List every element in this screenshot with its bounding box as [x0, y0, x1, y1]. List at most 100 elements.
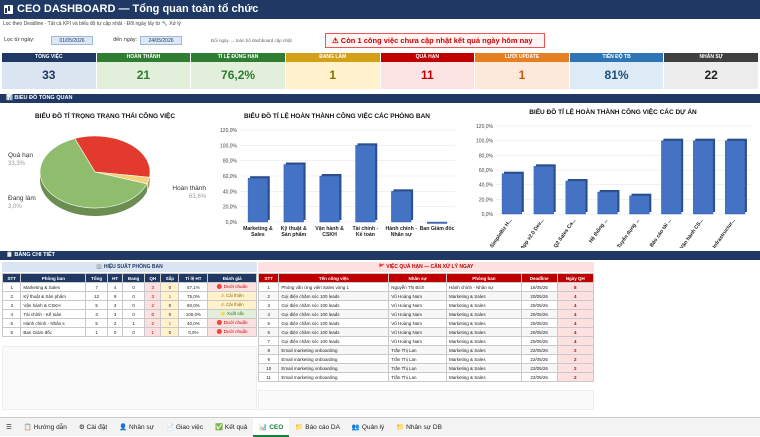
dept-table-cell[interactable]: 3	[145, 292, 161, 301]
dept-table-cell[interactable]: 5	[86, 319, 108, 328]
dept-table-cell[interactable]: 60,0%	[179, 301, 208, 310]
overdue-table-cell[interactable]: Gọi điện chăm sóc 100 leads	[279, 337, 389, 346]
dept-table-cell[interactable]: 40,0%	[179, 319, 208, 328]
dept-table-cell[interactable]: 7	[86, 283, 108, 292]
dept-table-cell[interactable]: 🔴 Dưới chuẩn	[208, 283, 257, 292]
sheet-tab[interactable]: 📄 Giao việc	[160, 418, 209, 437]
dept-table-cell[interactable]: 100,0%	[179, 310, 208, 319]
overdue-table-cell[interactable]: Vũ Hoàng Nam	[389, 310, 447, 319]
overdue-table-cell[interactable]: 20/05/26	[521, 319, 557, 328]
dept-table-cell[interactable]: 1	[3, 283, 21, 292]
dept-table-cell[interactable]: 57,1%	[179, 283, 208, 292]
dept-table-cell[interactable]: 0	[108, 328, 123, 337]
sheet-tab[interactable]: ✅ Kết quả	[209, 418, 253, 437]
dept-table-cell[interactable]: 5	[3, 319, 21, 328]
dept-table-cell[interactable]: 1	[123, 319, 145, 328]
overdue-table-cell[interactable]: 4	[557, 328, 593, 337]
dept-table-cell[interactable]: 3	[108, 310, 123, 319]
overdue-table-cell[interactable]: 4	[557, 310, 593, 319]
overdue-table-cell[interactable]: Vũ Hoàng Nam	[389, 319, 447, 328]
dept-table-cell[interactable]: 2	[145, 319, 161, 328]
sheet-tab[interactable]: 📋 Hướng dẫn	[18, 418, 73, 437]
dept-table-cell[interactable]: 2	[108, 319, 123, 328]
dept-table-cell[interactable]: 6	[3, 328, 21, 337]
overdue-table-cell[interactable]: Marketing & Sales	[447, 355, 522, 364]
overdue-table-cell[interactable]: Trần Thị Lan	[389, 364, 447, 373]
dept-table-cell[interactable]: Tài chính - Kế toán	[21, 310, 86, 319]
overdue-table-cell[interactable]: Marketing & Sales	[447, 346, 522, 355]
overdue-table-cell[interactable]: 3	[259, 301, 279, 310]
overdue-table-cell[interactable]: Vũ Hoàng Nam	[389, 337, 447, 346]
dept-table-cell[interactable]: 0	[123, 328, 145, 337]
overdue-table-cell[interactable]: Gọi điện chăm sóc 100 leads	[279, 301, 389, 310]
overdue-table-cell[interactable]: Trần Thị Lan	[389, 373, 447, 382]
overdue-table-cell[interactable]: 22/05/26	[521, 373, 557, 382]
overdue-table-cell[interactable]: Marketing & Sales	[447, 337, 522, 346]
dept-table-cell[interactable]: 0	[161, 283, 179, 292]
overdue-table-cell[interactable]: 22/05/26	[521, 346, 557, 355]
overdue-table-cell[interactable]: 2	[557, 346, 593, 355]
dept-table-cell[interactable]: 3	[145, 283, 161, 292]
overdue-table-cell[interactable]: 4	[557, 337, 593, 346]
dept-table-cell[interactable]: 2	[3, 292, 21, 301]
overdue-table-cell[interactable]: 5	[259, 319, 279, 328]
dept-table-cell[interactable]: ⚠ Cải thiện	[208, 292, 257, 301]
overdue-table-cell[interactable]: Gọi điện chăm sóc 100 leads	[279, 319, 389, 328]
dept-table-cell[interactable]: 3	[108, 301, 123, 310]
dept-table-cell[interactable]: 75,0%	[179, 292, 208, 301]
dept-table-cell[interactable]: ⚠ Cải thiện	[208, 301, 257, 310]
dept-table-cell[interactable]: 0	[161, 328, 179, 337]
overdue-table-cell[interactable]: Gọi điện chăm sóc 100 leads	[279, 328, 389, 337]
dept-table-cell[interactable]: 0	[123, 310, 145, 319]
dept-table-cell[interactable]: ⭐ Xuất sắc	[208, 310, 257, 319]
to-date-input[interactable]: 24/05/2026	[140, 36, 182, 45]
dept-table-cell[interactable]: 1	[86, 328, 108, 337]
overdue-table-cell[interactable]: 1	[259, 283, 279, 292]
overdue-table-cell[interactable]: 20/05/26	[521, 328, 557, 337]
overdue-table-cell[interactable]: Trần Thị Lan	[389, 355, 447, 364]
overdue-table-cell[interactable]: 20/05/26	[521, 310, 557, 319]
dept-table-cell[interactable]: 0	[161, 301, 179, 310]
dept-table-cell[interactable]: 3	[86, 310, 108, 319]
overdue-table-cell[interactable]: Email marketing onboarding	[279, 364, 389, 373]
dept-table-cell[interactable]: 0	[123, 283, 145, 292]
overdue-table-cell[interactable]: Nguyễn Thị Bích	[389, 283, 447, 292]
dept-table-cell[interactable]: Kỹ thuật & Sản phẩm	[21, 292, 86, 301]
dept-table-cell[interactable]: 1	[145, 328, 161, 337]
overdue-table-cell[interactable]: Marketing & Sales	[447, 310, 522, 319]
dept-table-cell[interactable]: 4	[3, 310, 21, 319]
overdue-table-cell[interactable]: 4	[557, 319, 593, 328]
overdue-table-cell[interactable]: Trần Thị Lan	[389, 346, 447, 355]
from-date-input[interactable]: 01/05/2026	[51, 36, 93, 45]
dept-table-cell[interactable]: Hành chính - Nhân s	[21, 319, 86, 328]
overdue-table-cell[interactable]: 16/05/26	[521, 283, 557, 292]
dept-table-cell[interactable]: 1	[161, 319, 179, 328]
overdue-table-cell[interactable]: 20/05/26	[521, 292, 557, 301]
sheet-tab[interactable]: 👤 Nhân sự	[113, 418, 160, 437]
overdue-table-cell[interactable]: Marketing & Sales	[447, 319, 522, 328]
overdue-table-cell[interactable]: 2	[259, 292, 279, 301]
overdue-table-cell[interactable]: Email marketing onboarding	[279, 355, 389, 364]
dept-table-cell[interactable]: 12	[86, 292, 108, 301]
menu-icon[interactable]: ☰	[0, 418, 18, 437]
sheet-tab[interactable]: 📁 Nhân sự DB	[390, 418, 448, 437]
dept-table-cell[interactable]: 9	[108, 292, 123, 301]
overdue-table-cell[interactable]: Gọi điện chăm sóc 100 leads	[279, 292, 389, 301]
dept-table-cell[interactable]: 0	[123, 301, 145, 310]
sheet-tab[interactable]: 📁 Báo cáo DA	[289, 418, 346, 437]
overdue-table-cell[interactable]: 2	[557, 373, 593, 382]
overdue-table-cell[interactable]: 10	[259, 364, 279, 373]
overdue-table-cell[interactable]: Marketing & Sales	[447, 364, 522, 373]
dept-table-cell[interactable]: 2	[145, 301, 161, 310]
dept-table-cell[interactable]: 0,0%	[179, 328, 208, 337]
overdue-table-cell[interactable]: 2	[557, 355, 593, 364]
overdue-table-cell[interactable]: Email marketing onboarding	[279, 373, 389, 382]
overdue-table-cell[interactable]: 4	[259, 310, 279, 319]
overdue-table-cell[interactable]: Vũ Hoàng Nam	[389, 328, 447, 337]
overdue-table-cell[interactable]: 8	[259, 346, 279, 355]
dept-table-cell[interactable]: 4	[108, 283, 123, 292]
overdue-table-cell[interactable]: 20/05/26	[521, 337, 557, 346]
dept-table-cell[interactable]: 🔴 Dưới chuẩn	[208, 328, 257, 337]
overdue-table-cell[interactable]: Hành chính - Nhân sự	[447, 283, 522, 292]
overdue-table-cell[interactable]: Marketing & Sales	[447, 301, 522, 310]
